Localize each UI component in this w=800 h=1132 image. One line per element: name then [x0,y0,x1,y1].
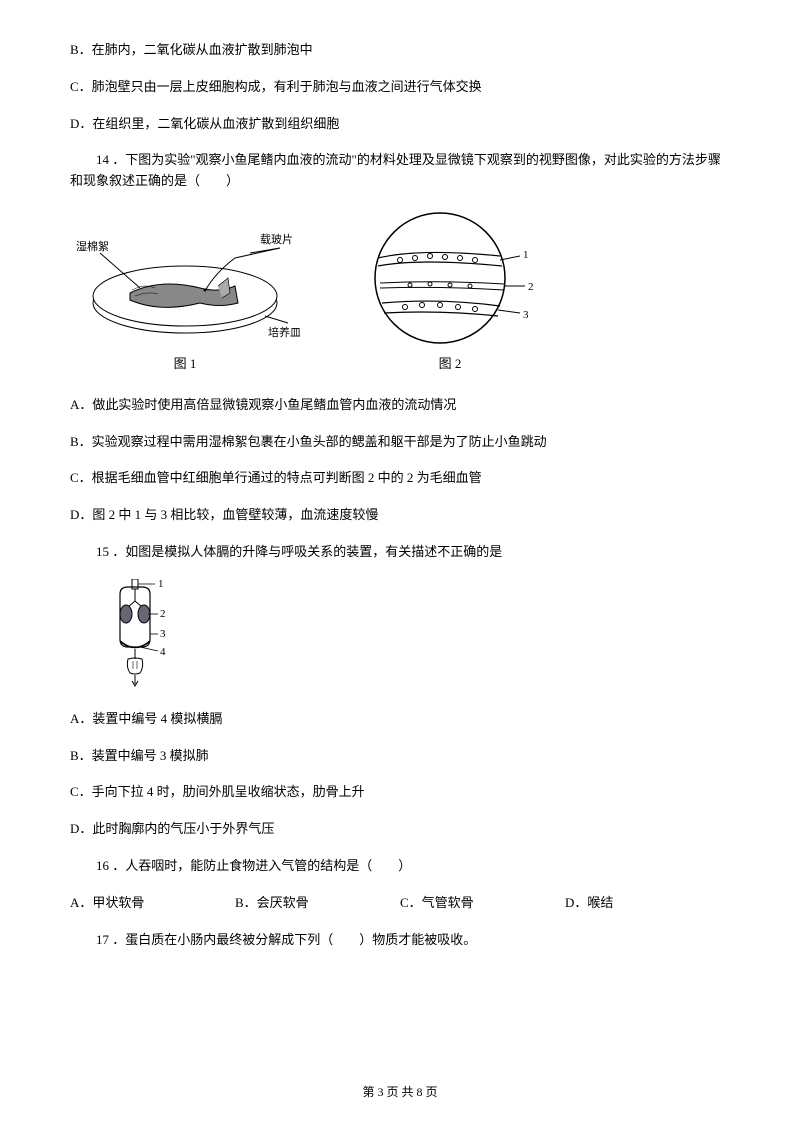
q14-option-b: B．实验观察过程中需用湿棉絮包裹在小鱼头部的鳃盖和躯干部是为了防止小鱼跳动 [70,432,730,453]
app-label-3: 3 [160,628,166,640]
q14-option-a: A．做此实验时使用高倍显微镜观察小鱼尾鳍血管内血液的流动情况 [70,395,730,416]
q14-option-d: D．图 2 中 1 与 3 相比较，血管壁较薄，血流速度较慢 [70,505,730,526]
q15-option-d: D．此时胸廓内的气压小于外界气压 [70,819,730,840]
q15-option-c: C．手向下拉 4 时，肋间外肌呈收缩状态，肋骨上升 [70,782,730,803]
q15-option-b: B．装置中编号 3 模拟肺 [70,746,730,767]
q13-option-d: D．在组织里，二氧化碳从血液扩散到组织细胞 [70,114,730,135]
label-slide: 载玻片 [260,233,293,246]
q15-apparatus: 1 2 3 4 [100,579,170,689]
fig2-label-3: 3 [523,309,529,321]
q16-option-c: C．气管软骨 [400,893,565,914]
figure-1-caption: 图 1 [70,354,300,375]
q16-options: A．甲状软骨 B．会厌软骨 C．气管软骨 D．喉结 [70,893,730,914]
q16-option-a: A．甲状软骨 [70,893,235,914]
app-label-1: 1 [158,579,164,590]
app-label-4: 4 [160,646,166,658]
label-cotton: 湿棉絮 [76,239,109,253]
q17-stem: 17 ．蛋白质在小肠内最终被分解成下列（ ）物质才能被吸收。 [70,930,730,951]
q14-figures: 湿棉絮 载玻片 培养皿 图 1 1 [70,208,730,375]
q13-option-c: C．肺泡壁只由一层上皮细胞构成，有利于肺泡与血液之间进行气体交换 [70,77,730,98]
q14-stem: 14 ．下图为实验"观察小鱼尾鳍内血液的流动"的材料处理及显微镜下观察到的视野图… [70,150,730,192]
q13-option-b: B．在肺内，二氧化碳从血液扩散到肺泡中 [70,40,730,61]
app-label-2: 2 [160,608,166,620]
fig2-label-1: 1 [523,249,529,261]
q15-stem: 15 ．如图是模拟人体膈的升降与呼吸关系的装置，有关描述不正确的是 [70,542,730,563]
figure-1-block: 湿棉絮 载玻片 培养皿 图 1 [70,208,300,375]
q15-option-a: A．装置中编号 4 模拟横膈 [70,709,730,730]
q16-option-b: B．会厌软骨 [235,893,400,914]
q14-option-c: C．根据毛细血管中红细胞单行通过的特点可判断图 2 中的 2 为毛细血管 [70,468,730,489]
q16-stem: 16 ．人吞咽时，能防止食物进入气管的结构是（ ） [70,856,730,877]
figure-2-block: 1 2 3 图 2 [360,208,540,375]
fig2-label-2: 2 [528,281,534,293]
page-footer: 第 3 页 共 8 页 [0,1083,800,1102]
q16-option-d: D．喉结 [565,893,730,914]
figure-2-caption: 图 2 [360,354,540,375]
label-dish: 培养皿 [268,325,300,339]
